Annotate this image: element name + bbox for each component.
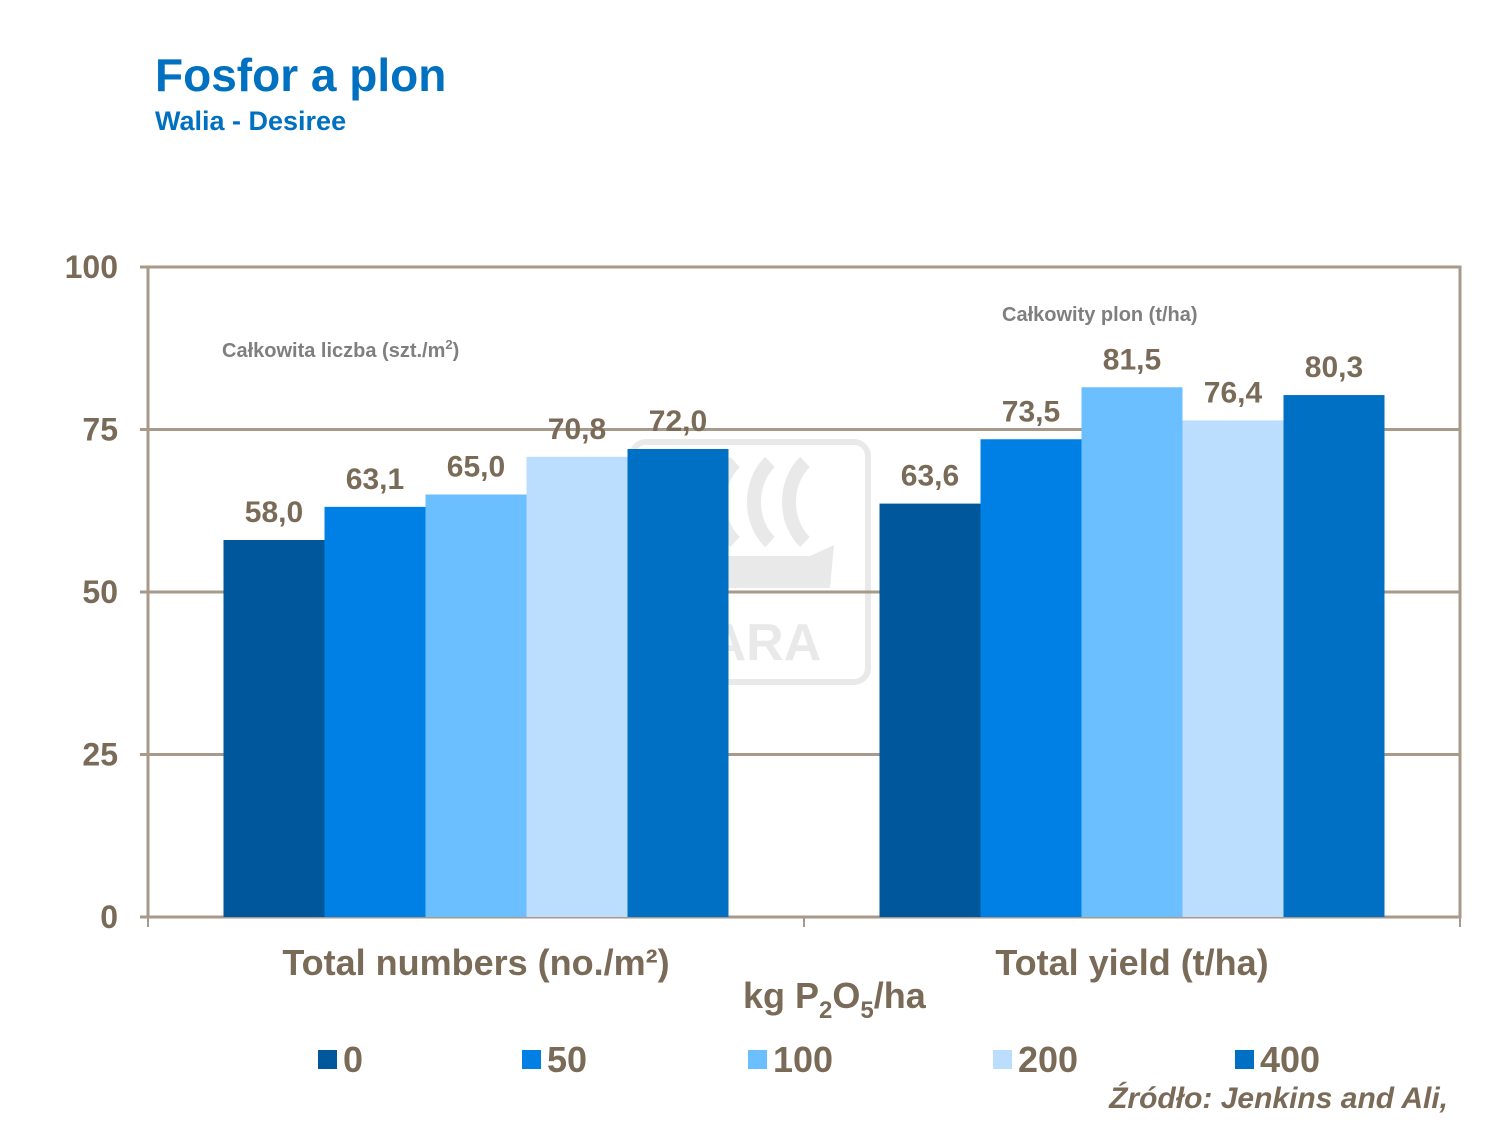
bar [223,540,325,917]
legend-item: 100 [748,1039,833,1080]
data-label: 81,5 [1103,343,1161,376]
x-axis-title: kg P2O5/ha [743,975,927,1024]
legend: 0 50 100 200 400 [318,1039,1320,1080]
data-label: 63,1 [346,463,404,496]
legend-swatch [1235,1050,1254,1069]
annotation-total-numbers: Całkowita liczba (szt./m2) [222,337,459,362]
y-tick-label: 75 [82,412,118,448]
bar [1283,395,1385,917]
data-label: 58,0 [245,496,303,529]
legend-label: 50 [547,1039,587,1080]
legend-swatch [748,1050,767,1069]
legend-item: 200 [993,1039,1078,1080]
chart-title: Fosfor a plon [155,49,447,101]
data-label: 63,6 [901,460,959,493]
bar [980,439,1082,917]
legend-label: 200 [1018,1039,1078,1080]
data-label: 73,5 [1002,395,1060,428]
legend-swatch [993,1050,1012,1069]
bar [879,503,981,917]
data-label: 65,0 [447,451,505,484]
bar [627,449,729,917]
legend-label: 400 [1260,1039,1320,1080]
legend-item: 0 [318,1039,363,1080]
legend-item: 400 [1235,1039,1320,1080]
legend-item: 50 [522,1039,587,1080]
bar [1182,420,1284,917]
annotation-total-yield: Całkowity plon (t/ha) [1002,304,1198,326]
legend-label: 0 [343,1039,363,1080]
bar [324,506,426,917]
category-label: Total yield (t/ha) [995,942,1268,983]
y-tick-label: 50 [82,574,118,610]
legend-swatch [318,1050,337,1069]
data-label: 72,0 [649,405,707,438]
bar [1081,387,1183,917]
category-label: Total numbers (no./m²) [282,942,669,983]
legend-swatch [522,1050,541,1069]
y-tick-label: 100 [65,249,118,285]
bar [526,456,628,917]
bar [425,494,527,917]
legend-label: 100 [773,1039,833,1080]
data-label: 70,8 [548,413,606,446]
y-tick-label: 25 [82,737,118,773]
source-note: Źródło: Jenkins and Ali, [1109,1082,1448,1115]
y-tick-label: 0 [100,899,118,935]
data-label: 80,3 [1305,351,1363,384]
chart-subtitle: Walia - Desiree [155,106,347,136]
data-label: 76,4 [1204,376,1263,409]
